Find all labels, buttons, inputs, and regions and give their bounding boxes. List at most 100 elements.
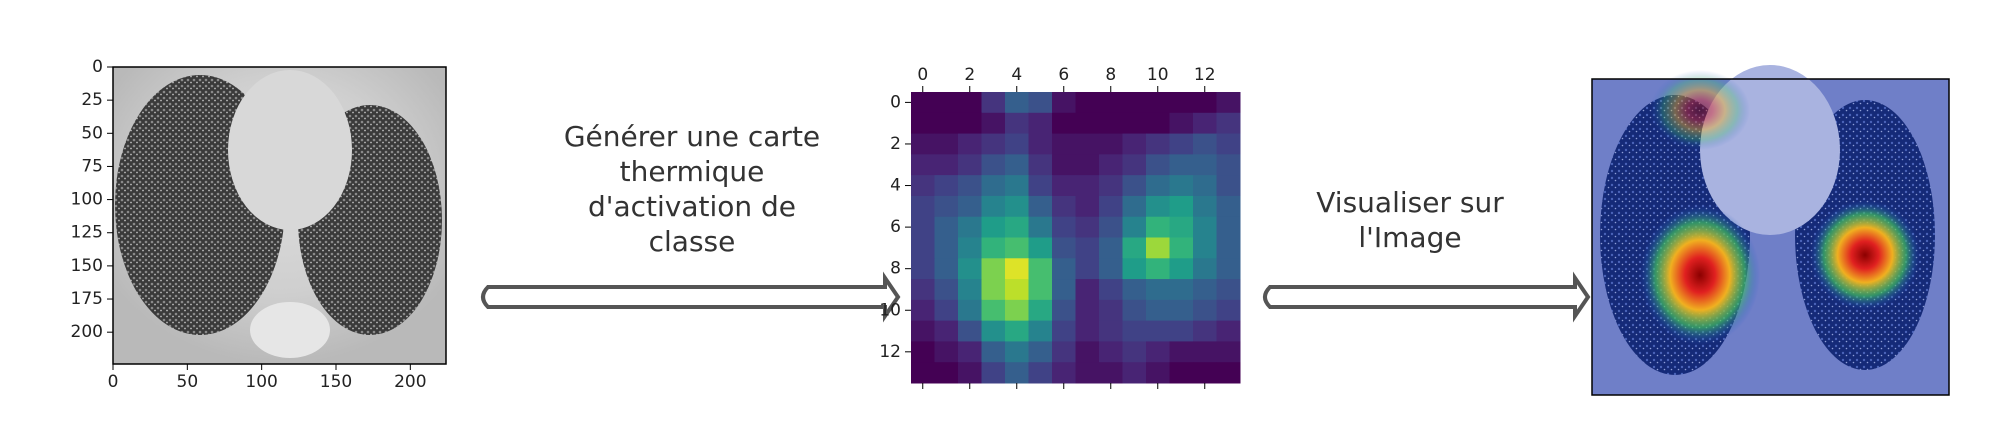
- heatmap-cell: [911, 299, 935, 322]
- heatmap-cell: [1052, 216, 1076, 238]
- heatmap-cell: [1075, 216, 1100, 238]
- heatmap-cell: [1052, 237, 1076, 259]
- heatmap-cell: [1028, 258, 1053, 280]
- heatmap-cell: [934, 258, 959, 280]
- y-tick-label: 8: [890, 259, 901, 279]
- heatmap-cell: [1193, 299, 1217, 322]
- heatmap-cell: [958, 175, 982, 197]
- heatmap-cell: [1216, 237, 1241, 259]
- heatmap-cell: [1146, 258, 1170, 280]
- x-tick-label: 2: [964, 65, 975, 85]
- input-image: [112, 66, 447, 365]
- heatmap-cell: [1216, 112, 1241, 135]
- heatmap-cell: [911, 195, 935, 218]
- heatmap-cell: [1075, 133, 1100, 155]
- heatmap-cell: [1052, 112, 1076, 135]
- heatmap-cell: [1099, 154, 1123, 176]
- heatmap-cell: [1028, 341, 1053, 363]
- heatmap-cell: [911, 175, 935, 197]
- y-tick-label: 0: [92, 57, 103, 77]
- heatmap-cell: [1216, 154, 1241, 176]
- heatmap-cell: [981, 112, 1006, 135]
- heatmap-cell: [1122, 112, 1147, 135]
- arrow: [481, 271, 901, 323]
- heatmap-cell: [1193, 279, 1217, 301]
- heatmap-cell: [1146, 133, 1170, 155]
- x-tick-label: 6: [1058, 65, 1069, 85]
- heatmap-cell: [1146, 216, 1170, 238]
- heatmap-cell: [1099, 279, 1123, 301]
- y-tick-label: 6: [890, 217, 901, 237]
- heatmap-cell: [1216, 362, 1241, 384]
- heatmap-cell: [1005, 133, 1029, 155]
- y-tick-label: 150: [71, 256, 103, 276]
- heatmap-cell: [911, 92, 935, 114]
- heatmap-cell: [1193, 154, 1217, 176]
- heatmap-cell: [1052, 133, 1076, 155]
- heatmap-cell: [1122, 320, 1147, 342]
- x-tick-label: 100: [245, 372, 277, 392]
- x-tick-label: 8: [1105, 65, 1116, 85]
- spine: [250, 302, 330, 358]
- heatmap-cell: [911, 341, 935, 363]
- heart: [228, 70, 352, 230]
- step-label: l'Image: [1358, 221, 1461, 254]
- heatmap-cell: [1122, 341, 1147, 363]
- heatmap-cell: [1075, 258, 1100, 280]
- step-label: Visualiser sur: [1316, 186, 1504, 219]
- heatmap-cell: [1216, 258, 1241, 280]
- heatmap-cell: [1075, 154, 1100, 176]
- heatmap-cell: [1028, 279, 1053, 301]
- heatmap-cell: [1169, 195, 1194, 218]
- heatmap-cell: [1028, 320, 1053, 342]
- heatmap-cell: [1169, 175, 1194, 197]
- heatmap-cell: [958, 299, 982, 322]
- heatmap-cell: [1169, 112, 1194, 135]
- heatmap-cell: [1028, 92, 1053, 114]
- heatmap-cell: [958, 133, 982, 155]
- heatmap-cell: [1146, 112, 1170, 135]
- heatmap-cell: [1052, 175, 1076, 197]
- heatmap-cell: [981, 92, 1006, 114]
- heatmap-cell: [1099, 341, 1123, 363]
- image-frame: [112, 66, 447, 365]
- heatmap-cell: [1028, 154, 1053, 176]
- heatmap-cell: [934, 175, 959, 197]
- heatmap-cell: [1099, 258, 1123, 280]
- heatmap-cell: [1075, 341, 1100, 363]
- hot-region: [1810, 200, 1920, 310]
- heatmap-cell: [1216, 175, 1241, 197]
- heatmap-cell: [981, 175, 1006, 197]
- heatmap-cell: [911, 320, 935, 342]
- x-tick-label: 200: [394, 372, 426, 392]
- heatmap-cell: [1169, 279, 1194, 301]
- heatmap-cell: [981, 154, 1006, 176]
- heatmap-cell: [911, 112, 935, 135]
- heatmap-cell: [1216, 320, 1241, 342]
- heatmap-cell: [1193, 112, 1217, 135]
- y-tick-label: 125: [71, 223, 103, 243]
- y-tick-label: 175: [71, 289, 103, 309]
- image-frame: [1591, 78, 1950, 396]
- x-tick-label: 150: [320, 372, 352, 392]
- heatmap-cell: [1122, 154, 1147, 176]
- y-tick-label: 200: [71, 322, 103, 342]
- heatmap-cell: [1169, 258, 1194, 280]
- heatmap-cell: [934, 320, 959, 342]
- heatmap-cell: [911, 154, 935, 176]
- heatmap-cell: [1075, 299, 1100, 322]
- heatmap-cell: [1005, 237, 1029, 259]
- heatmap-cell: [958, 195, 982, 218]
- heatmap-cell: [1052, 92, 1076, 114]
- heatmap-cell: [1146, 237, 1170, 259]
- heatmap-cell: [1075, 320, 1100, 342]
- heatmap-cell: [1169, 133, 1194, 155]
- heatmap-cell: [934, 154, 959, 176]
- heatmap-cell: [911, 216, 935, 238]
- heatmap-cell: [1169, 237, 1194, 259]
- heatmap-cell: [1099, 112, 1123, 135]
- heatmap-cell: [934, 216, 959, 238]
- heatmap-cell: [934, 299, 959, 322]
- heatmap-cell: [1005, 320, 1029, 342]
- heatmap-cell: [1005, 362, 1029, 384]
